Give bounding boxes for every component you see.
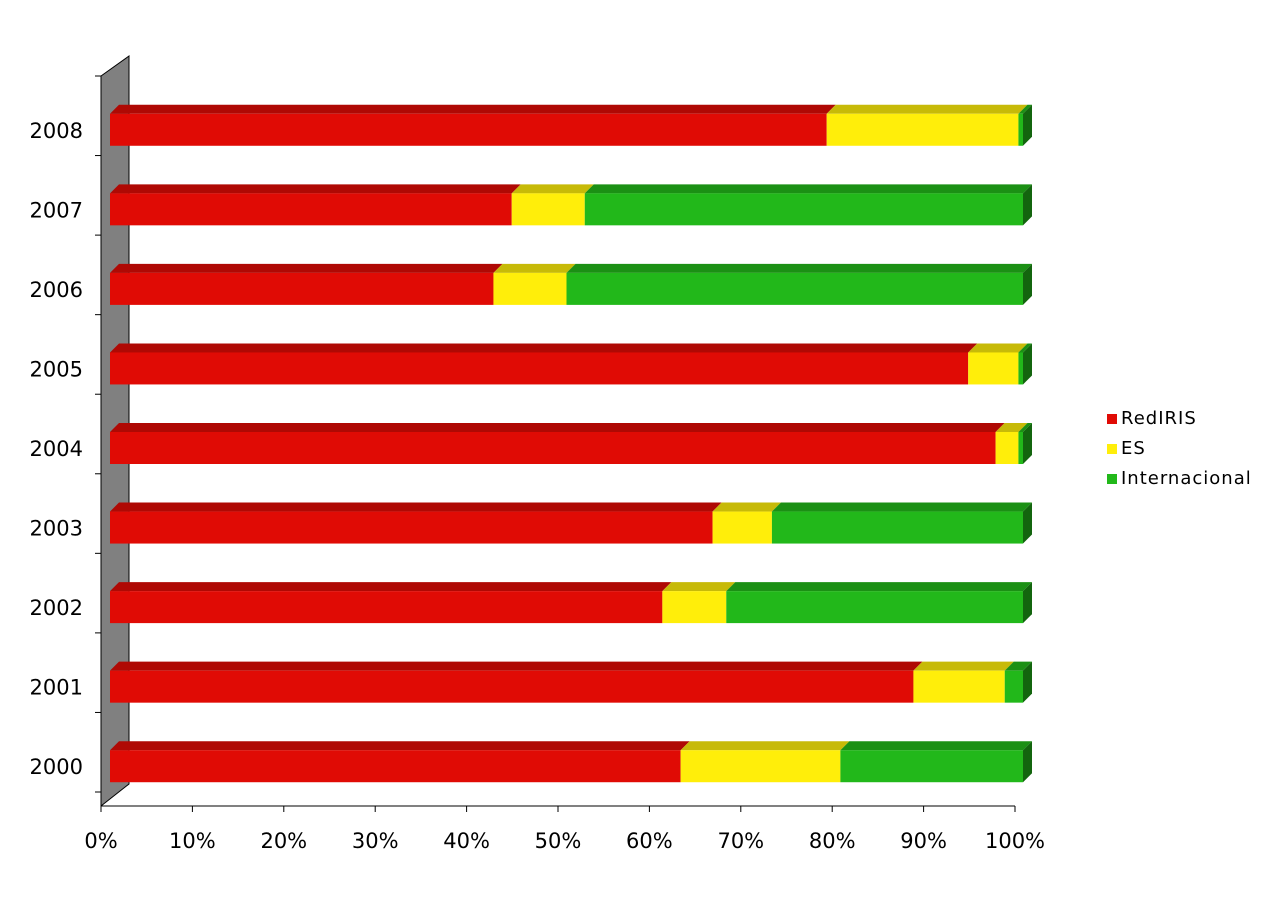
bar-segment-es-2005 xyxy=(968,343,1028,385)
bar-segment-internacional-2008 xyxy=(1018,104,1032,146)
bar-segment-internacional-2000 xyxy=(840,741,1032,783)
bar-segment-rediris-2003 xyxy=(110,502,722,544)
bar-segment-es-2008 xyxy=(826,104,1028,146)
y-tick-label: 2002 xyxy=(30,596,83,620)
y-tick-label: 2008 xyxy=(30,119,83,143)
bar-segment-rediris-2001 xyxy=(110,661,923,703)
x-tick-label: 0% xyxy=(84,829,117,853)
bar-segment-internacional-2006 xyxy=(566,263,1032,305)
bar-segment-es-2006 xyxy=(493,263,576,305)
x-tick-label: 50% xyxy=(535,829,582,853)
bar-segment-internacional-2003 xyxy=(771,502,1032,544)
x-tick-label: 20% xyxy=(260,829,307,853)
bar-segment-rediris-2005 xyxy=(110,343,978,385)
legend-label-internacional: Internacional xyxy=(1121,468,1252,489)
bar-segment-es-2000 xyxy=(680,741,850,783)
y-tick-label: 2007 xyxy=(30,198,83,222)
legend-swatch-es xyxy=(1107,444,1117,454)
legend-label-rediris: RedIRIS xyxy=(1121,408,1197,429)
bar-segment-es-2007 xyxy=(511,184,594,226)
bar-segment-es-2001 xyxy=(913,661,1014,703)
x-tick-label: 90% xyxy=(900,829,947,853)
bar-segment-internacional-2004 xyxy=(1018,423,1032,464)
y-tick-label: 2006 xyxy=(30,278,83,302)
x-tick-label: 70% xyxy=(717,829,764,853)
y-tick-label: 2000 xyxy=(30,755,83,779)
bar-segment-internacional-2002 xyxy=(726,582,1032,624)
x-tick-label: 100% xyxy=(985,829,1045,853)
x-tick-label: 60% xyxy=(626,829,673,853)
bar-segment-es-2003 xyxy=(712,502,781,544)
bar-segment-rediris-2007 xyxy=(110,184,521,226)
y-tick-label: 2001 xyxy=(30,676,83,700)
legend-swatch-internacional xyxy=(1107,474,1117,484)
bar-segment-es-2004 xyxy=(995,423,1028,464)
y-tick-label: 2005 xyxy=(30,357,83,381)
bar-segment-es-2002 xyxy=(662,582,736,624)
y-tick-label: 2003 xyxy=(30,517,83,541)
bar-segment-internacional-2001 xyxy=(1004,661,1032,703)
legend-label-es: ES xyxy=(1121,438,1146,459)
x-tick-label: 10% xyxy=(169,829,216,853)
bar-segment-rediris-2000 xyxy=(110,741,690,783)
legend-swatch-rediris xyxy=(1107,414,1117,424)
bar-segment-internacional-2005 xyxy=(1018,343,1032,385)
bar-segment-internacional-2007 xyxy=(584,184,1032,226)
bar-segment-rediris-2004 xyxy=(110,423,1005,464)
x-tick-label: 40% xyxy=(443,829,490,853)
x-tick-label: 30% xyxy=(352,829,399,853)
bar-segment-rediris-2002 xyxy=(110,582,672,624)
bar-segment-rediris-2008 xyxy=(110,104,836,146)
x-tick-label: 80% xyxy=(809,829,856,853)
y-tick-label: 2004 xyxy=(30,437,83,461)
bar-segment-rediris-2006 xyxy=(110,263,503,305)
